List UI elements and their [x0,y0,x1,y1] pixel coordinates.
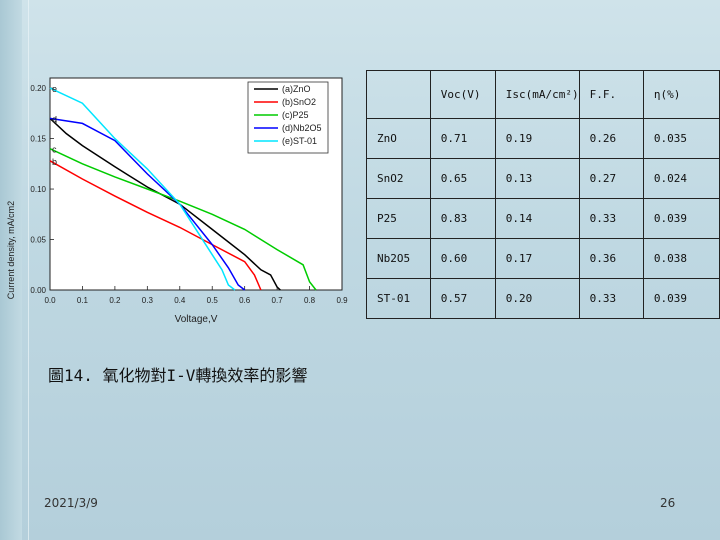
table-cell: 0.57 [429,278,496,319]
legend-entry: (b)SnO2 [282,97,316,107]
x-tick-label: 0.9 [336,296,348,305]
y-axis-label: Current density, mA/cm2 [6,201,16,299]
x-tick-label: 0.8 [304,296,316,305]
left-decor-line [28,0,29,540]
table-cell: 0.024 [642,158,720,199]
x-tick-label: 0.4 [174,296,186,305]
table-row: SnO2 0.65 0.13 0.27 0.024 [366,158,720,199]
x-tick-label: 0.0 [44,296,56,305]
table-cell: 0.83 [429,198,496,239]
y-tick-label: 0.15 [30,135,46,144]
table-header-cell: Isc(mA/cm²) [494,70,580,119]
table-row: ZnO 0.71 0.19 0.26 0.035 [366,118,720,159]
slide-date: 2021/3/9 [44,496,98,510]
table-cell: 0.035 [642,118,720,159]
series-line-e [49,87,236,291]
table-cell: ZnO [366,118,431,159]
table-row: P25 0.83 0.14 0.33 0.039 [366,198,720,239]
table-cell: 0.14 [494,198,580,239]
table-cell: 0.33 [578,278,644,319]
x-tick-label: 0.6 [239,296,251,305]
legend-entry: (a)ZnO [282,84,311,94]
x-tick-label: 0.3 [142,296,154,305]
table-cell: 0.20 [494,278,580,319]
table-row: Nb2O5 0.60 0.17 0.36 0.038 [366,238,720,279]
table-cell: Nb2O5 [366,238,431,279]
iv-curve-chart: 0.0 0.1 0.2 0.3 0.4 0.5 0.6 0.7 0.8 0.9 0.00 0.05 0.… [6,77,348,325]
left-decor-band [0,0,22,540]
legend-entry: (d)Nb2O5 [282,123,322,133]
x-tick-label: 0.1 [77,296,89,305]
slide-page-number: 26 [660,496,676,510]
legend-entry: (c)P25 [282,110,309,120]
series-line-b [49,160,262,291]
table-cell: SnO2 [366,158,431,199]
y-tick-label: 0.20 [30,84,46,93]
legend-entry: (e)ST-01 [282,136,317,146]
table-header-row: Voc(V) Isc(mA/cm²) F.F. η(%) [366,70,720,119]
series-curve-label-b: b [52,157,57,167]
chart-legend: (a)ZnO (b)SnO2 (c)P25 (d)Nb2O5 (e)ST-01 [247,81,329,154]
table-header-cell [366,70,431,119]
table-cell: 0.65 [429,158,496,199]
table-cell: 0.27 [578,158,644,199]
x-tick-label: 0.2 [109,296,121,305]
series-line-a [49,117,281,291]
table-cell: 0.038 [642,238,720,279]
table-cell: 0.60 [429,238,496,279]
x-tick-label: 0.5 [207,296,219,305]
table-cell: ST-01 [366,278,431,319]
figure-caption: 圖14. 氧化物對I-V轉換效率的影響 [48,366,308,385]
table-cell: 0.039 [642,278,720,319]
table-header-cell: η(%) [642,70,720,119]
y-tick-label: 0.00 [30,286,46,295]
series-curve-label-e: e [52,84,57,94]
x-tick-label: 0.7 [272,296,284,305]
table-cell: 0.33 [578,198,644,239]
table-cell: 0.36 [578,238,644,279]
table-header-cell: F.F. [578,70,644,119]
performance-table: Voc(V) Isc(mA/cm²) F.F. η(%) ZnO 0.71 0.… [366,70,720,319]
series-line-c [49,148,317,291]
table-cell: 0.71 [429,118,496,159]
table-cell: 0.13 [494,158,580,199]
table-cell: 0.26 [578,118,644,159]
y-tick-label: 0.10 [30,185,46,194]
table-cell: 0.17 [494,238,580,279]
table-row: ST-01 0.57 0.20 0.33 0.039 [366,278,720,319]
table-cell: 0.039 [642,198,720,239]
series-curve-label-d: d [52,114,57,124]
table-cell: P25 [366,198,431,239]
x-axis-label: Voltage,V [175,314,218,325]
y-tick-label: 0.05 [30,236,46,245]
series-curve-label-c: c [52,145,57,155]
table-header-cell: Voc(V) [429,70,496,119]
table-cell: 0.19 [494,118,580,159]
